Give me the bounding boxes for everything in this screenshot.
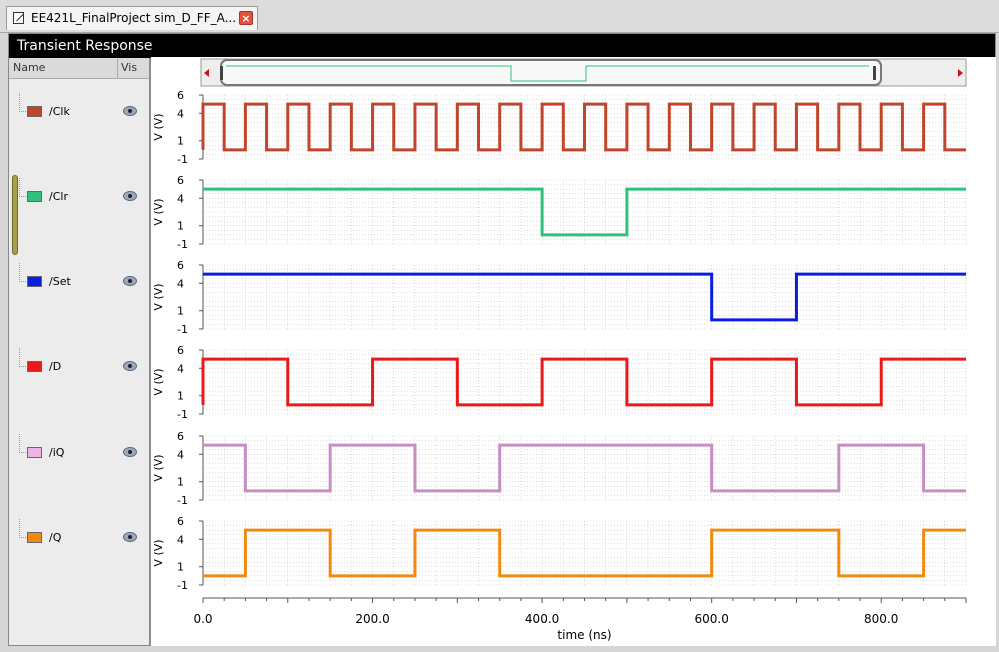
strip-clr: 6 4 1 -1 V (V) — [152, 174, 967, 251]
tab-bar: EE421L_FinalProject sim_D_FF_A... × — [0, 0, 999, 33]
tree-connector — [19, 348, 26, 367]
strip-iq: 6 4 1 -1 V (V) — [152, 430, 967, 507]
y-tick-label: 1 — [177, 220, 184, 233]
y-axis-label: V (V) — [152, 113, 165, 140]
signal-color-swatch — [27, 447, 42, 458]
y-tick-label: 6 — [177, 515, 184, 528]
signal-name: /Clr — [49, 190, 68, 203]
signal-name: /iQ — [49, 446, 65, 459]
visibility-eye-icon[interactable] — [123, 532, 137, 542]
waveform-d[interactable] — [201, 357, 966, 407]
y-tick-label: 4 — [177, 192, 184, 205]
signal-row[interactable]: /Q — [9, 519, 149, 547]
thumb-handle-right[interactable] — [873, 66, 876, 80]
column-header-name[interactable]: Name — [13, 61, 46, 74]
signal-color-swatch — [27, 276, 42, 287]
column-divider[interactable] — [117, 58, 118, 78]
x-tick-label: 600.0 — [694, 612, 728, 626]
visibility-eye-icon[interactable] — [123, 106, 137, 116]
waveform-clr[interactable] — [203, 187, 966, 237]
y-tick-label: 6 — [177, 259, 184, 272]
y-axis-label: V (V) — [152, 283, 165, 310]
y-tick-label: 6 — [177, 344, 184, 357]
tree-connector — [19, 434, 26, 453]
visibility-eye-icon[interactable] — [123, 191, 137, 201]
y-tick-label: -1 — [177, 153, 188, 166]
y-tick-label: -1 — [177, 579, 188, 592]
strip-q: 6 4 1 -1 V (V) — [152, 515, 967, 592]
y-tick-label: -1 — [177, 408, 188, 421]
y-tick-label: 6 — [177, 174, 184, 187]
signal-list-panel: Name Vis /Clk/Clr/Set/D/iQ/Q — [9, 58, 151, 645]
x-tick-label: 400.0 — [525, 612, 559, 626]
strip-d: 6 4 1 -1 V (V) — [152, 344, 967, 421]
y-tick-label: -1 — [177, 323, 188, 336]
strip-set: 6 4 1 -1 V (V) — [152, 259, 967, 336]
signal-row[interactable]: /Clr — [9, 178, 149, 206]
waveform-iq[interactable] — [203, 443, 966, 493]
y-tick-label: 6 — [177, 89, 184, 102]
x-tick-label: 800.0 — [864, 612, 898, 626]
y-tick-label: 6 — [177, 430, 184, 443]
scroll-grip[interactable] — [12, 175, 18, 255]
tree-connector — [19, 519, 26, 538]
waveform-q[interactable] — [203, 528, 966, 578]
y-axis-label: V (V) — [152, 368, 165, 395]
signal-row[interactable]: /Clk — [9, 93, 149, 121]
plot-background — [151, 57, 996, 646]
signal-list-header: Name Vis — [9, 58, 149, 79]
signal-name: /Clk — [49, 105, 70, 118]
signal-name: /D — [49, 360, 62, 373]
signal-row[interactable]: /iQ — [9, 434, 149, 462]
signal-color-swatch — [27, 191, 42, 202]
tab-title: EE421L_FinalProject sim_D_FF_A... — [31, 11, 237, 25]
signal-row[interactable]: /D — [9, 348, 149, 376]
signal-row[interactable]: /Set — [9, 263, 149, 291]
x-tick-label: 200.0 — [355, 612, 389, 626]
y-tick-label: 1 — [177, 476, 184, 489]
close-icon[interactable]: × — [239, 11, 253, 25]
y-tick-label: -1 — [177, 238, 188, 251]
y-tick-label: 1 — [177, 135, 184, 148]
y-tick-label: 1 — [177, 561, 184, 574]
visibility-eye-icon[interactable] — [123, 447, 137, 457]
signal-name: /Q — [49, 531, 62, 544]
tree-connector — [19, 263, 26, 282]
signal-color-swatch — [27, 106, 42, 117]
y-tick-label: 4 — [177, 533, 184, 546]
scroll-right-arrow-icon[interactable] — [958, 69, 963, 77]
y-tick-label: -1 — [177, 494, 188, 507]
waveform-plot: 6 4 1 -1 V (V) 6 4 1 -1 V (V) 6 4 1 -1 V (V) 6 4 1 -1 V (V)… — [151, 57, 996, 646]
tab-simulation[interactable]: EE421L_FinalProject sim_D_FF_A... × — [6, 6, 258, 30]
strip-clk: 6 4 1 -1 V (V) — [152, 89, 967, 166]
y-axis-label: V (V) — [152, 454, 165, 481]
document-icon — [13, 12, 24, 24]
signal-color-swatch — [27, 532, 42, 543]
plot-area[interactable]: 6 4 1 -1 V (V) 6 4 1 -1 V (V) 6 4 1 -1 V (V) 6 4 1 -1 V (V)… — [151, 57, 996, 646]
tree-connector — [19, 93, 26, 112]
panel-title: Transient Response — [9, 34, 995, 58]
thumb-handle-left[interactable] — [220, 66, 223, 80]
tree-connector — [19, 178, 26, 197]
signal-color-swatch — [27, 361, 42, 372]
column-header-vis[interactable]: Vis — [121, 61, 138, 74]
overview-trace — [226, 65, 869, 82]
signal-name: /Set — [49, 275, 71, 288]
y-tick-label: 4 — [177, 448, 184, 461]
scroll-left-arrow-icon[interactable] — [204, 69, 209, 77]
y-tick-label: 1 — [177, 305, 184, 318]
waveform-clk[interactable] — [201, 102, 966, 152]
y-tick-label: 1 — [177, 390, 184, 403]
y-tick-label: 4 — [177, 107, 184, 120]
visibility-eye-icon[interactable] — [123, 276, 137, 286]
x-tick-label: 0.0 — [193, 612, 212, 626]
y-tick-label: 4 — [177, 277, 184, 290]
waveform-set[interactable] — [203, 272, 966, 322]
x-axis-label: time (ns) — [557, 628, 611, 642]
y-axis-label: V (V) — [152, 539, 165, 566]
visibility-eye-icon[interactable] — [123, 361, 137, 371]
y-tick-label: 4 — [177, 362, 184, 375]
y-axis-label: V (V) — [152, 198, 165, 225]
